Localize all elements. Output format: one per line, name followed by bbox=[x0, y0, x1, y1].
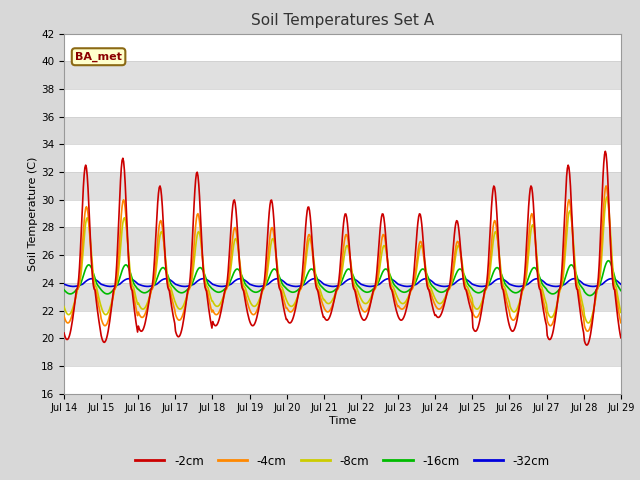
Bar bbox=[64, 283, 621, 311]
-16cm bbox=[410, 282, 418, 288]
-2cm bbox=[184, 287, 192, 293]
Bar bbox=[64, 338, 621, 366]
-16cm bbox=[60, 287, 68, 293]
-2cm bbox=[426, 293, 434, 299]
-2cm bbox=[127, 286, 135, 292]
-16cm bbox=[184, 286, 192, 292]
Bar bbox=[64, 144, 621, 172]
Line: -2cm: -2cm bbox=[64, 151, 621, 345]
-4cm bbox=[426, 288, 434, 294]
Line: -8cm: -8cm bbox=[64, 197, 621, 323]
-8cm bbox=[426, 284, 434, 290]
-32cm bbox=[607, 276, 615, 282]
-4cm bbox=[60, 313, 68, 319]
-4cm bbox=[584, 328, 591, 334]
-2cm bbox=[60, 330, 68, 336]
Line: -16cm: -16cm bbox=[64, 261, 621, 296]
-32cm bbox=[60, 281, 68, 287]
Bar bbox=[64, 200, 621, 228]
-8cm bbox=[410, 281, 418, 287]
-32cm bbox=[428, 278, 435, 284]
Bar bbox=[64, 366, 621, 394]
-16cm bbox=[605, 258, 612, 264]
Bar bbox=[64, 34, 621, 61]
Bar bbox=[64, 255, 621, 283]
-4cm bbox=[127, 284, 135, 290]
-2cm bbox=[70, 306, 78, 312]
Line: -4cm: -4cm bbox=[64, 186, 621, 331]
-32cm bbox=[71, 284, 79, 289]
-8cm bbox=[127, 278, 135, 284]
-32cm bbox=[617, 281, 625, 287]
Text: BA_met: BA_met bbox=[75, 51, 122, 62]
Title: Soil Temperatures Set A: Soil Temperatures Set A bbox=[251, 13, 434, 28]
-8cm bbox=[70, 301, 78, 307]
-8cm bbox=[60, 304, 68, 310]
-32cm bbox=[128, 276, 136, 282]
-4cm bbox=[617, 320, 625, 325]
-16cm bbox=[617, 288, 625, 293]
Bar bbox=[64, 311, 621, 338]
-2cm bbox=[583, 342, 591, 348]
-16cm bbox=[426, 280, 434, 286]
-32cm bbox=[185, 283, 193, 289]
-32cm bbox=[214, 283, 222, 289]
Bar bbox=[64, 172, 621, 200]
-16cm bbox=[214, 289, 221, 295]
Bar bbox=[64, 117, 621, 144]
-2cm bbox=[617, 335, 625, 341]
-2cm bbox=[214, 321, 221, 327]
-8cm bbox=[184, 289, 192, 295]
-32cm bbox=[70, 284, 77, 289]
-4cm bbox=[602, 183, 610, 189]
Bar bbox=[64, 228, 621, 255]
X-axis label: Time: Time bbox=[329, 416, 356, 426]
-4cm bbox=[184, 290, 192, 296]
Bar bbox=[64, 61, 621, 89]
-4cm bbox=[214, 312, 221, 317]
Line: -32cm: -32cm bbox=[64, 279, 621, 287]
-8cm bbox=[617, 310, 625, 315]
-32cm bbox=[411, 282, 419, 288]
-4cm bbox=[410, 280, 418, 286]
-8cm bbox=[584, 320, 592, 326]
Y-axis label: Soil Temperature (C): Soil Temperature (C) bbox=[28, 156, 38, 271]
Bar bbox=[64, 89, 621, 117]
Legend: -2cm, -4cm, -8cm, -16cm, -32cm: -2cm, -4cm, -8cm, -16cm, -32cm bbox=[130, 450, 555, 472]
-2cm bbox=[410, 268, 418, 274]
-16cm bbox=[586, 293, 594, 299]
-16cm bbox=[127, 273, 135, 279]
-8cm bbox=[214, 303, 221, 309]
-2cm bbox=[602, 148, 609, 154]
-8cm bbox=[603, 194, 611, 200]
-16cm bbox=[70, 289, 78, 295]
-4cm bbox=[70, 303, 78, 309]
